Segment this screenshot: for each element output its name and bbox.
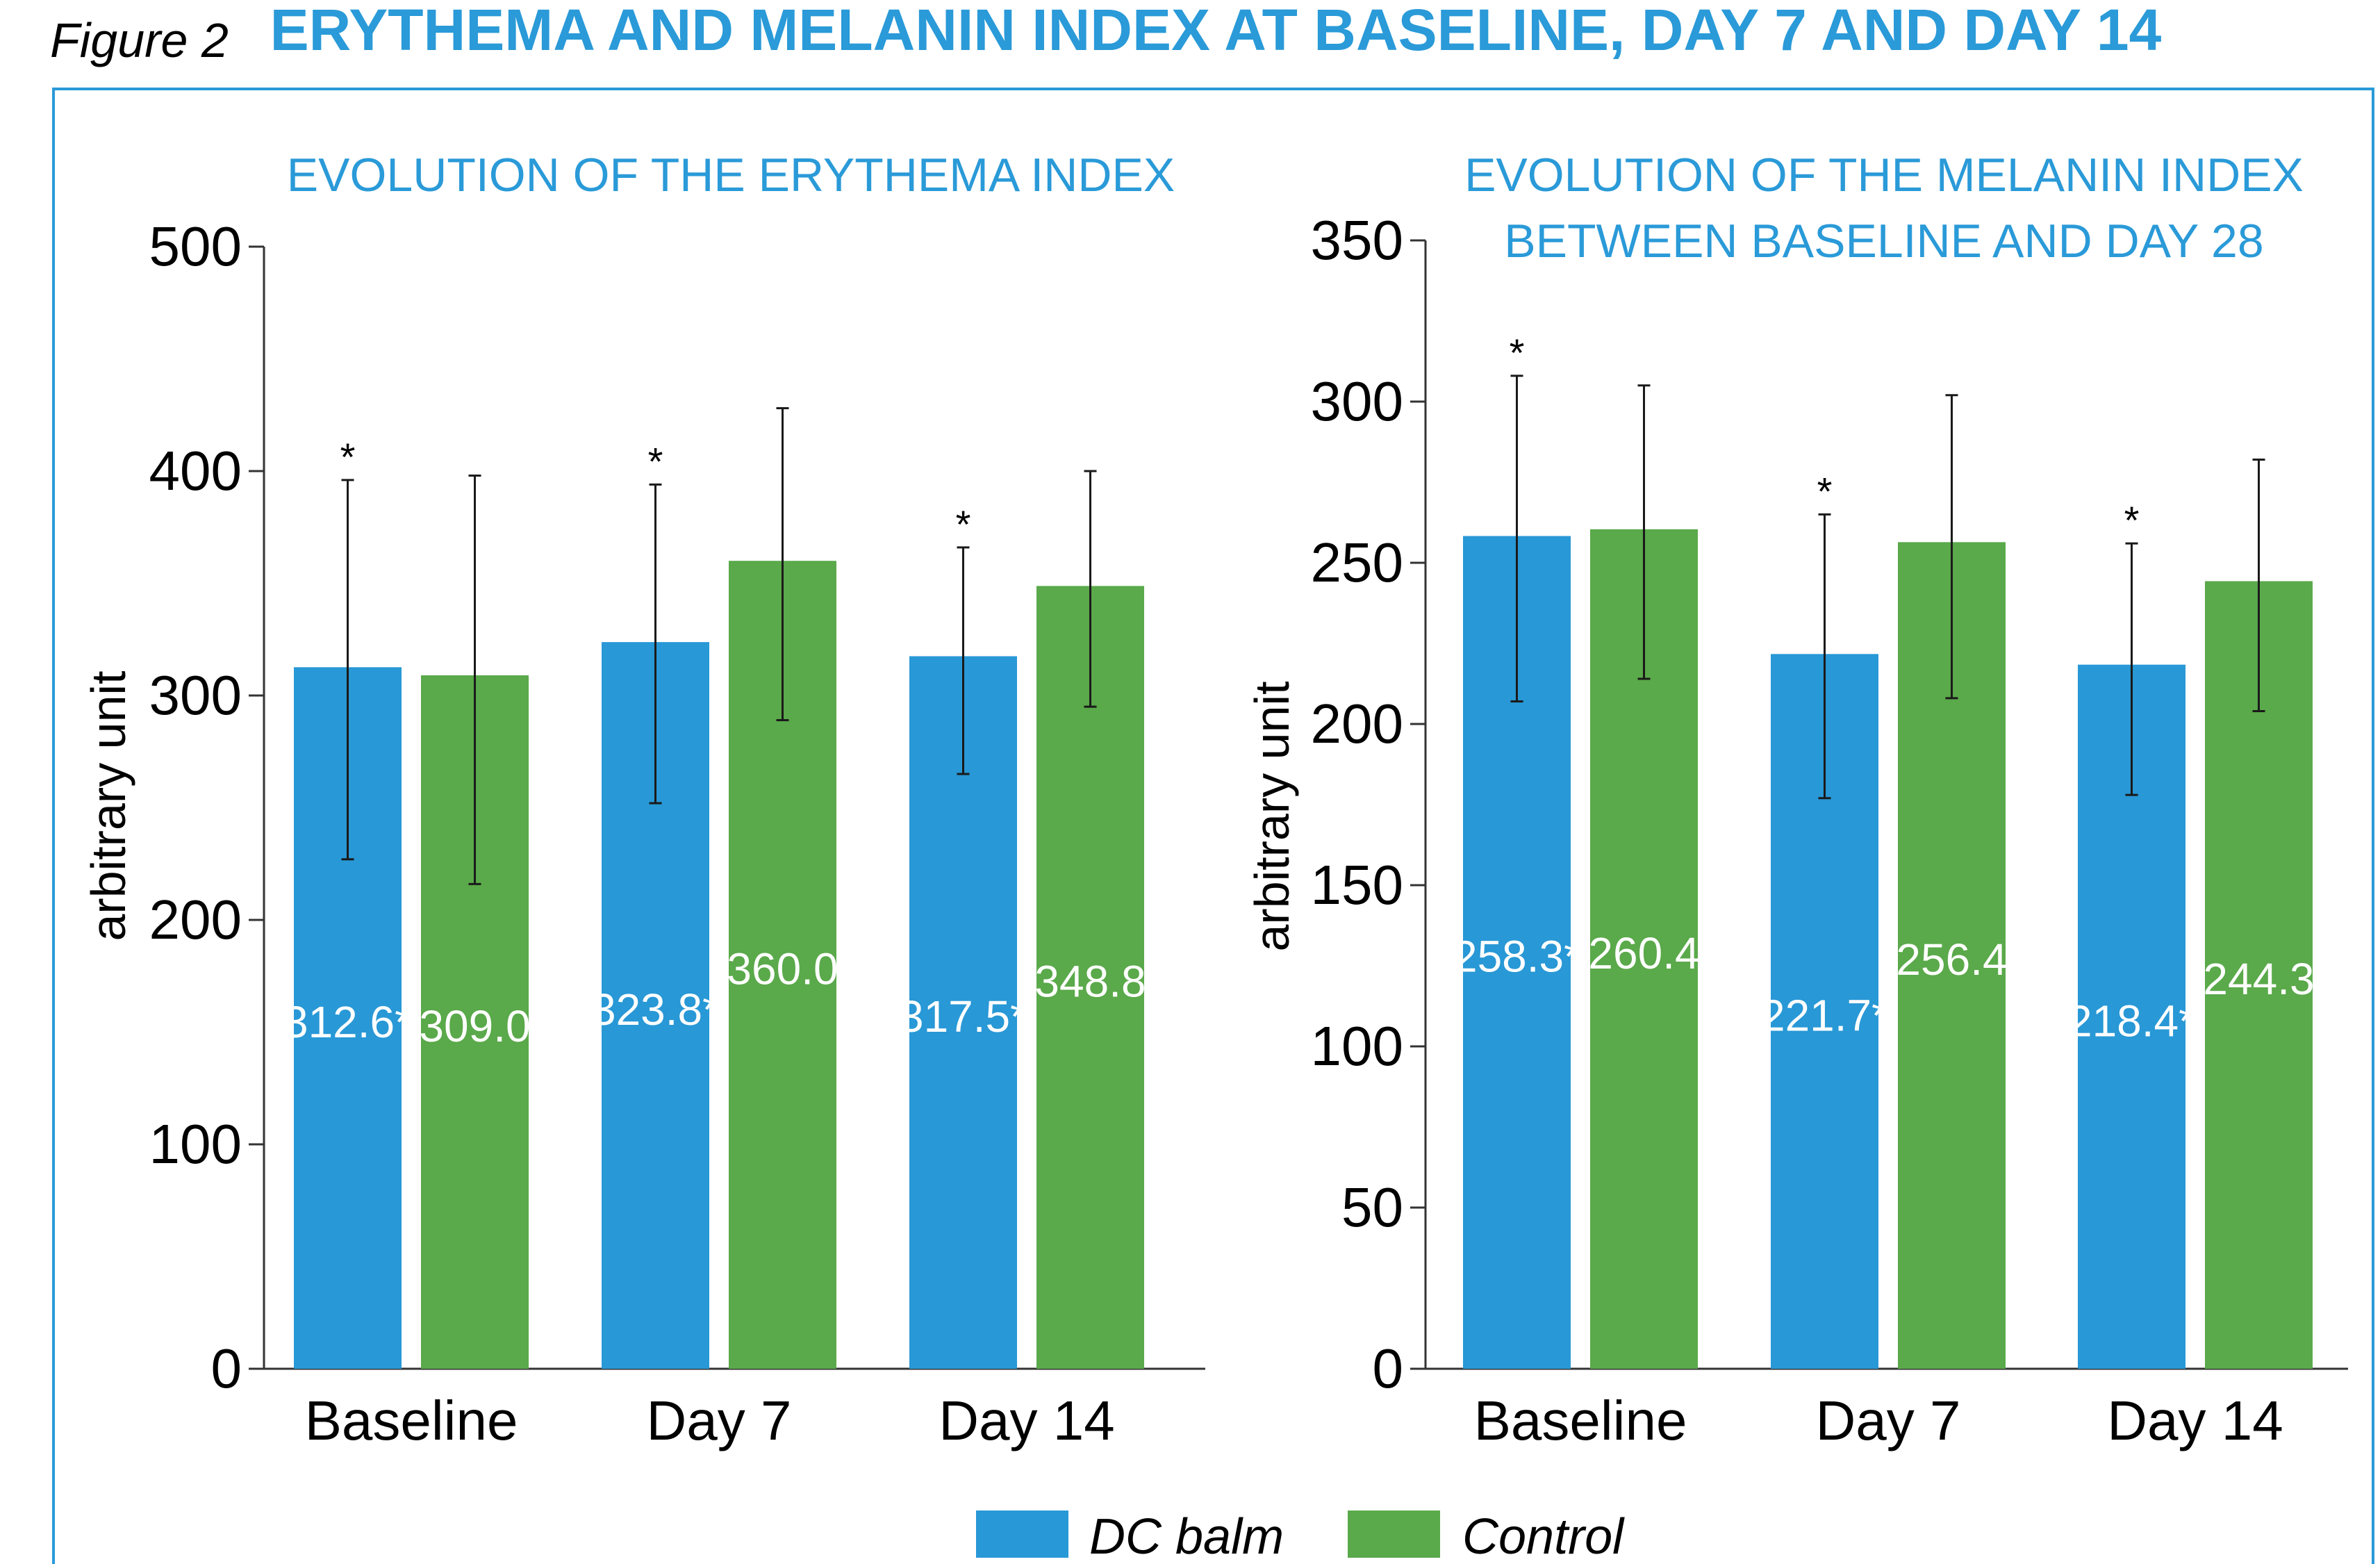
legend-swatch-control xyxy=(1348,1511,1440,1558)
erythema-y-tick-label: 300 xyxy=(149,664,242,726)
erythema-data-label: 317.5* xyxy=(899,991,1027,1042)
melanin-data-label: 258.3* xyxy=(1453,932,1581,982)
erythema-x-tick-label: Day 7 xyxy=(647,1390,792,1451)
melanin-data-label: 256.4 xyxy=(1896,935,2007,985)
legend-swatch-dc-balm xyxy=(976,1511,1068,1558)
melanin-y-tick-label: 0 xyxy=(1373,1337,1404,1399)
erythema-plot-area: 0 100 200 300 400 500 Baseline Day 7 Day 14 * 312.… xyxy=(149,215,1205,1451)
erythema-data-label: 312.6* xyxy=(283,997,412,1047)
erythema-significance-star: * xyxy=(956,502,971,546)
erythema-y-tick-label: 200 xyxy=(149,889,242,950)
legend: DC balm Control xyxy=(976,1509,1625,1564)
erythema-y-tick-label: 500 xyxy=(149,215,242,277)
legend-label-control: Control xyxy=(1462,1509,1625,1564)
melanin-plot-area: 0 50 100 150 200 250 300 350 Baseline Day 7 Day 14… xyxy=(1311,209,2348,1451)
erythema-significance-star: * xyxy=(340,435,356,479)
legend-label-dc-balm: DC balm xyxy=(1089,1509,1284,1564)
erythema-significance-star: * xyxy=(648,439,663,483)
erythema-y-tick-label: 400 xyxy=(149,440,242,502)
erythema-x-tick-label: Day 14 xyxy=(939,1390,1114,1451)
erythema-x-tick-label: Baseline xyxy=(305,1390,518,1451)
figure-label: Figure 2 xyxy=(50,13,229,67)
melanin-chart-title-line-1: EVOLUTION OF THE MELANIN INDEX xyxy=(1464,149,2304,201)
melanin-y-tick-label: 350 xyxy=(1311,209,1403,271)
melanin-bar xyxy=(2205,581,2313,1369)
melanin-y-axis-label: arbitrary unit xyxy=(1245,681,1299,951)
figure-title: ERYTHEMA AND MELANIN INDEX AT BASELINE, … xyxy=(270,0,2162,63)
melanin-significance-star: * xyxy=(2124,498,2140,542)
figure-frame xyxy=(52,88,2374,1564)
melanin-y-tick-label: 200 xyxy=(1311,693,1403,755)
melanin-significance-star: * xyxy=(1817,469,1833,513)
erythema-y-axis-label: arbitrary unit xyxy=(81,670,135,941)
erythema-y-tick-label: 0 xyxy=(211,1337,242,1399)
melanin-y-tick-label: 300 xyxy=(1311,370,1403,432)
melanin-y-tick-label: 250 xyxy=(1311,532,1403,593)
melanin-y-tick-label: 50 xyxy=(1341,1176,1403,1238)
erythema-data-label: 348.8 xyxy=(1034,957,1146,1007)
melanin-x-tick-label: Baseline xyxy=(1474,1390,1687,1451)
erythema-data-label: 360.0 xyxy=(727,944,838,994)
melanin-data-label: 260.4 xyxy=(1588,928,1699,978)
erythema-chart: EVOLUTION OF THE ERYTHEMA INDEX arbitrar… xyxy=(81,149,1205,1451)
melanin-x-tick-label: Day 7 xyxy=(1816,1390,1961,1451)
melanin-x-tick-label: Day 14 xyxy=(2107,1390,2283,1451)
melanin-data-label: 218.4* xyxy=(2067,996,2196,1046)
melanin-significance-star: * xyxy=(1510,331,1525,374)
erythema-data-label: 323.8* xyxy=(591,985,720,1035)
melanin-y-tick-label: 100 xyxy=(1311,1015,1403,1077)
erythema-y-tick-label: 100 xyxy=(149,1113,242,1175)
melanin-data-label: 244.3 xyxy=(2203,954,2314,1004)
melanin-data-label: 221.7* xyxy=(1760,991,1889,1041)
melanin-chart: EVOLUTION OF THE MELANIN INDEX BETWEEN B… xyxy=(1245,149,2348,1451)
erythema-data-label: 309.0 xyxy=(419,1001,530,1051)
melanin-chart-title-line-2: BETWEEN BASELINE AND DAY 28 xyxy=(1504,215,2263,267)
erythema-chart-title: EVOLUTION OF THE ERYTHEMA INDEX xyxy=(287,149,1175,201)
erythema-bar xyxy=(1036,586,1144,1369)
melanin-y-tick-label: 150 xyxy=(1311,854,1403,916)
